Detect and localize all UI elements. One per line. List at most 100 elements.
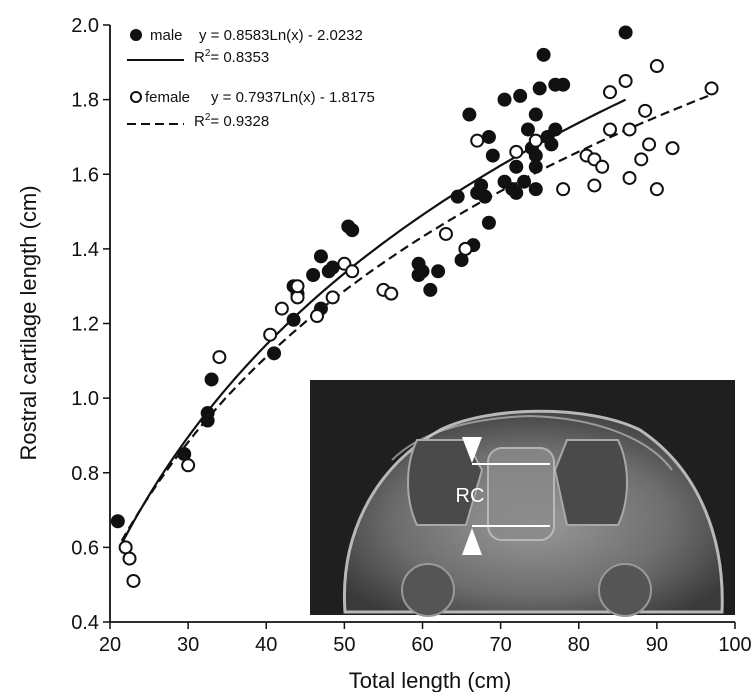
female-point: [603, 85, 617, 100]
legend-equation-male: y = 0.8583Ln(x) - 2.0232: [199, 27, 363, 44]
x-tick-label: 50: [333, 634, 355, 656]
female-point: [665, 141, 680, 156]
male-point: [532, 81, 547, 96]
female-point: [622, 170, 637, 185]
female-point: [126, 573, 141, 588]
female-point: [274, 301, 289, 316]
rostral-cartilage: [487, 447, 555, 541]
female-point: [470, 133, 485, 148]
y-tick-label: 0.6: [71, 537, 99, 559]
x-tick-label: 70: [490, 634, 512, 656]
female-point: [649, 59, 664, 74]
legend-name-male: male: [150, 27, 183, 44]
male-point: [345, 223, 360, 238]
female-point: [438, 226, 453, 241]
y-tick-label: 1.0: [71, 388, 99, 410]
male-point: [509, 185, 524, 200]
x-tick-label: 30: [177, 634, 199, 656]
male-point: [536, 47, 551, 62]
data-points: [110, 25, 719, 588]
male-point: [110, 514, 125, 529]
female-point: [622, 122, 637, 137]
male-point: [548, 122, 563, 137]
male-point: [528, 182, 543, 197]
x-tick-label: 20: [99, 634, 121, 656]
x-tick-label: 40: [255, 634, 277, 656]
female-point: [595, 159, 610, 174]
male-point: [544, 137, 559, 152]
rc-bottom-arrow: [462, 528, 482, 555]
y-tick-label: 0.4: [71, 612, 99, 634]
x-tick-label: 100: [718, 634, 751, 656]
female-point: [310, 309, 325, 324]
skull-edge: [391, 414, 673, 471]
female-point: [642, 137, 657, 152]
female-point: [704, 81, 719, 96]
female-point: [509, 144, 524, 159]
x-tick-label: 60: [411, 634, 433, 656]
female-point: [345, 264, 360, 279]
female-point: [649, 182, 664, 197]
legend-marker-female: [130, 91, 142, 103]
male-point: [481, 215, 496, 230]
male-point: [313, 249, 328, 264]
legend-marker-male: [130, 29, 142, 41]
male-point: [517, 174, 532, 189]
legend-equation-female: y = 0.7937Ln(x) - 1.8175: [211, 89, 375, 106]
male-point: [431, 264, 446, 279]
female-point: [634, 152, 649, 167]
trendline-female: [120, 93, 713, 542]
female-point: [458, 241, 473, 256]
male-point: [481, 129, 496, 144]
y-tick-label: 1.8: [71, 90, 99, 112]
y-axis-label: Rostral cartilage length (cm): [16, 185, 41, 460]
male-point: [462, 107, 477, 122]
left-nasal-capsule: [407, 439, 484, 526]
male-point: [415, 264, 430, 279]
female-point: [587, 178, 602, 193]
male-point: [618, 25, 633, 40]
male-point: [450, 189, 465, 204]
legend-r2-female: R2= 0.9328: [194, 112, 269, 130]
male-point: [509, 159, 524, 174]
y-tick-label: 2.0: [71, 15, 99, 37]
male-point: [423, 282, 438, 297]
male-point: [520, 122, 535, 137]
female-point: [325, 290, 340, 305]
female-point: [638, 103, 653, 118]
male-point: [200, 406, 215, 421]
y-tick-label: 1.2: [71, 314, 99, 336]
female-point: [618, 73, 633, 88]
right-nasal-capsule: [553, 439, 628, 526]
y-tick-label: 1.4: [71, 239, 99, 261]
y-tick-label: 1.6: [71, 164, 99, 186]
male-point: [513, 88, 528, 103]
axes: 20 30 40 50 60 70 80 90 100 0.4 0.6 0.8 1.0 1.2 1.4 1.6…: [71, 15, 752, 656]
legend: male y = 0.8583Ln(x) - 2.0232 R2= 0.8353 fe…: [127, 27, 375, 130]
legend-name-female: female: [145, 89, 190, 106]
female-point: [556, 182, 571, 197]
male-point: [497, 92, 512, 107]
male-point: [528, 159, 543, 174]
female-point: [384, 286, 399, 301]
left-orbit: [401, 563, 455, 617]
female-point: [263, 327, 278, 342]
x-tick-label: 80: [568, 634, 590, 656]
male-point: [286, 312, 301, 327]
female-point: [212, 350, 227, 365]
female-point: [122, 551, 137, 566]
male-point: [478, 189, 492, 204]
legend-r2-male: R2= 0.8353: [194, 48, 269, 66]
male-point: [204, 372, 219, 387]
y-tick-label: 0.8: [71, 463, 99, 485]
male-point: [306, 267, 321, 282]
female-point: [290, 279, 305, 294]
female-point: [603, 122, 617, 137]
x-tick-label: 90: [646, 634, 668, 656]
male-point: [325, 260, 340, 275]
male-point: [528, 107, 543, 122]
x-axis-label: Total length (cm): [349, 668, 512, 692]
rc-top-arrow: [462, 437, 482, 463]
right-orbit: [598, 563, 652, 617]
